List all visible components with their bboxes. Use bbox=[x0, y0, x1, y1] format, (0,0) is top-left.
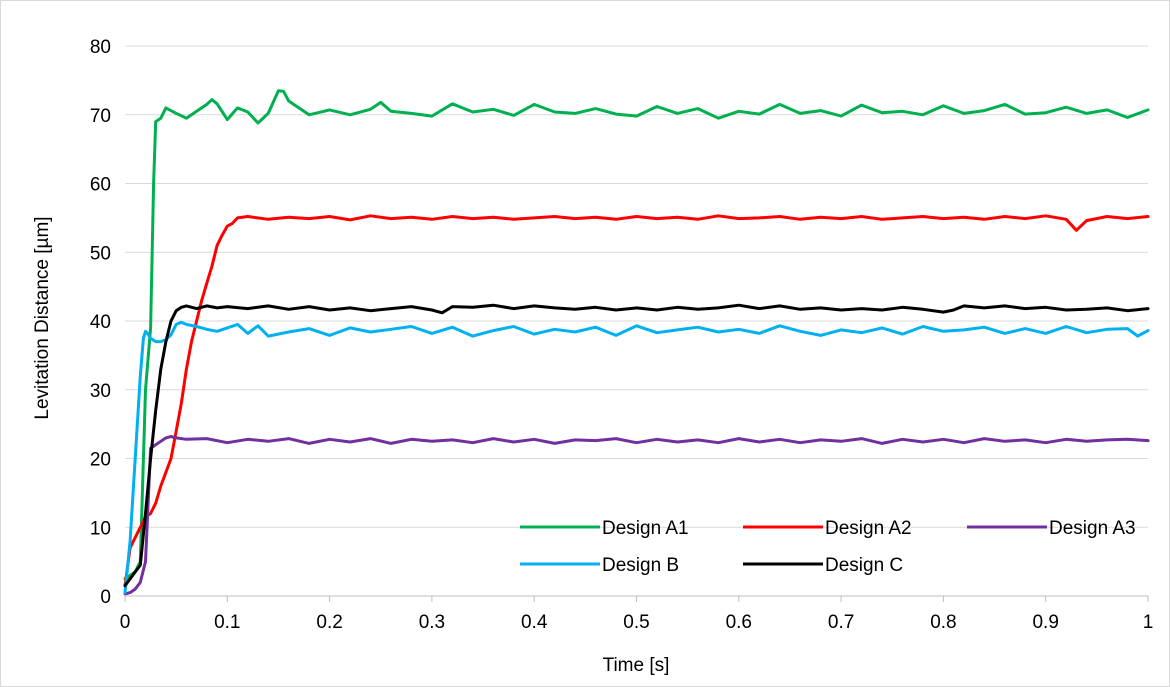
series-line-design-a3 bbox=[123, 435, 1150, 596]
axes: 0 10 20 30 40 50 60 70 80 0 0.1 0.2 0.3 0.4 0.5 0.6 0.7 0… bbox=[90, 37, 1153, 633]
x-tick-label: 1 bbox=[1143, 612, 1154, 633]
y-tick-label: 80 bbox=[90, 37, 111, 58]
legend-label-design-a3: Design A3 bbox=[1049, 518, 1136, 539]
y-tick-label: 30 bbox=[90, 381, 111, 402]
y-tick-label: 10 bbox=[90, 518, 111, 539]
y-axis-title: Levitation Distance [µm] bbox=[32, 216, 53, 419]
series-line-design-b bbox=[123, 320, 1150, 595]
y-tick-label: 40 bbox=[90, 312, 111, 333]
y-tick-label: 0 bbox=[100, 587, 111, 608]
x-tick-label: 0.8 bbox=[930, 612, 956, 633]
y-tick-label: 70 bbox=[90, 106, 111, 127]
y-tick-label: 50 bbox=[90, 243, 111, 264]
legend-label-design-a1: Design A1 bbox=[602, 518, 689, 539]
y-tick-label: 20 bbox=[90, 450, 111, 471]
series-lines bbox=[123, 89, 1150, 596]
y-tick-label: 60 bbox=[90, 175, 111, 196]
x-tick-label: 0.2 bbox=[316, 612, 342, 633]
x-tick-label: 0.5 bbox=[623, 612, 649, 633]
gridlines bbox=[125, 45, 1148, 528]
x-tick-label: 0.9 bbox=[1032, 612, 1058, 633]
legend-label-design-c: Design C bbox=[825, 555, 903, 576]
legend-label-design-b: Design B bbox=[602, 555, 679, 576]
series-line-design-a1 bbox=[123, 89, 1150, 581]
legend: Design A1 Design A2 Design A3 Design B Desig… bbox=[520, 518, 1136, 576]
x-tick-label: 0.3 bbox=[419, 612, 445, 633]
x-axis-title: Time [s] bbox=[603, 655, 670, 676]
x-tick-label: 0 bbox=[120, 612, 131, 633]
x-tick-label: 0.6 bbox=[726, 612, 752, 633]
x-tick-label: 0.1 bbox=[214, 612, 240, 633]
series-line-design-a2 bbox=[123, 214, 1150, 588]
x-tick-label: 0.4 bbox=[521, 612, 548, 633]
series-line-design-c bbox=[123, 303, 1150, 588]
legend-label-design-a2: Design A2 bbox=[825, 518, 912, 539]
x-tick-label: 0.7 bbox=[828, 612, 854, 633]
